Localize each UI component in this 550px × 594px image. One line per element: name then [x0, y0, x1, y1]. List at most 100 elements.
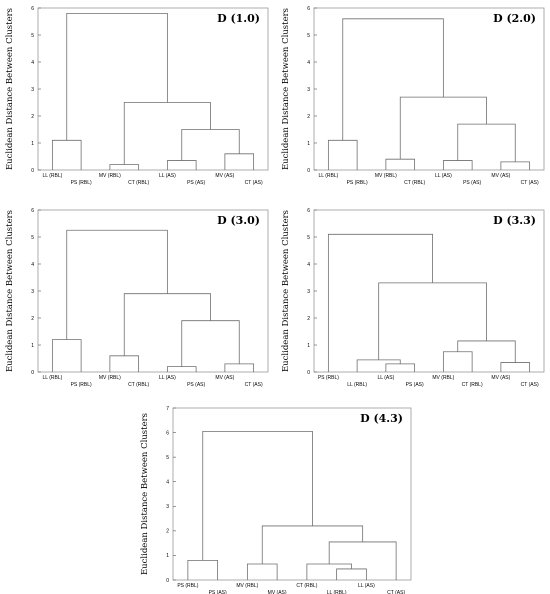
leaf-label: PS (AS) — [463, 180, 481, 186]
leaf-label: PS (AS) — [209, 590, 227, 594]
dendrogram-svg: D (3.3) Euclidean Distance Between Cluste… — [281, 208, 545, 388]
leaf-label: LL (RBL) — [347, 382, 367, 388]
y-tick-label: 1 — [307, 343, 310, 349]
leaf-label: CT (AS) — [245, 180, 263, 186]
dendrogram-link — [327, 139, 358, 170]
chart-title: D (4.3) — [360, 412, 403, 425]
dendrogram-link — [378, 282, 487, 360]
leaf-label: MV (AS) — [491, 375, 510, 381]
y-axis-label: Euclidean Distance Between Clusters — [140, 413, 150, 575]
leaf-label: MV (AS) — [215, 375, 234, 381]
leaf-label: MV (RBL) — [375, 173, 397, 179]
plot-frame — [172, 407, 412, 581]
dendrogram-link — [342, 18, 444, 141]
dendrogram-link — [187, 559, 219, 580]
leaf-label: CT (AS) — [521, 382, 539, 388]
y-tick-label: 4 — [31, 60, 34, 66]
leaf-label: CT (AS) — [387, 590, 405, 594]
y-tick-label: 5 — [166, 455, 169, 461]
y-tick-label: 2 — [307, 114, 310, 120]
dendrogram-link — [356, 359, 401, 372]
y-tick-label: 6 — [307, 6, 310, 12]
y-axis-label: Euclidean Distance Between Clusters — [5, 8, 15, 170]
leaf-label: PS (RBL) — [177, 583, 198, 589]
leaf-label: LL (RBL) — [318, 173, 338, 179]
leaf-label: LL (AS) — [159, 375, 176, 381]
dendrogram-link — [500, 362, 531, 372]
dendrogram-panel-d-3-3: D (3.3) Euclidean Distance Between Cluste… — [276, 198, 550, 392]
dendrogram-svg: D (4.3) Euclidean Distance Between Cluste… — [140, 406, 412, 594]
dendrogram-link — [500, 161, 531, 170]
dendrogram-link — [442, 160, 473, 170]
y-axis-label: Euclidean Distance Between Clusters — [281, 210, 291, 372]
dendrogram-link — [224, 363, 255, 372]
y-tick-label: 6 — [31, 208, 34, 214]
dendrogram-link — [442, 351, 473, 372]
dendrogram-svg: D (1.0) Euclidean Distance Between Cluste… — [5, 6, 269, 186]
y-tick-label: 0 — [31, 370, 34, 376]
leaf-label: LL (AS) — [435, 173, 452, 179]
leaf-label: PS (AS) — [187, 180, 205, 186]
leaf-label: CT (RBL) — [462, 382, 483, 388]
y-tick-label: 0 — [166, 578, 169, 584]
y-tick-label: 1 — [31, 343, 34, 349]
dendrogram-link — [399, 96, 487, 160]
dendrogram-link — [385, 363, 416, 372]
chart-title: D (2.0) — [493, 12, 536, 25]
dendrogram-panel-d-4-3: D (4.3) Euclidean Distance Between Cluste… — [135, 398, 417, 594]
y-tick-label: 4 — [166, 480, 169, 486]
dendrogram-link — [166, 160, 197, 170]
y-tick-label: 3 — [166, 504, 169, 510]
dendrogram-link — [51, 139, 82, 170]
dendrogram-link — [457, 123, 516, 162]
dendrogram-link — [202, 430, 313, 561]
y-tick-label: 5 — [307, 235, 310, 241]
leaf-label: MV (RBL) — [99, 173, 121, 179]
y-tick-label: 6 — [166, 430, 169, 436]
y-tick-label: 3 — [307, 87, 310, 93]
dendrogram-link — [385, 158, 416, 170]
leaf-label: CT (RBL) — [128, 382, 149, 388]
y-tick-label: 0 — [307, 370, 310, 376]
dendrogram-panel-d-2-0: D (2.0) Euclidean Distance Between Cluste… — [276, 0, 550, 194]
y-tick-label: 2 — [31, 316, 34, 322]
y-tick-label: 0 — [307, 168, 310, 174]
y-tick-label: 7 — [166, 406, 169, 412]
leaf-label: MV (AS) — [268, 590, 287, 594]
dendrogram-link — [306, 563, 352, 580]
leaf-label: CT (RBL) — [404, 180, 425, 186]
dendrogram-svg: D (2.0) Euclidean Distance Between Cluste… — [281, 6, 545, 186]
dendrogram-panel-d-3-0: D (3.0) Euclidean Distance Between Cluste… — [0, 198, 274, 392]
dendrogram-link — [109, 355, 140, 372]
dendrogram-link — [66, 13, 168, 141]
leaf-label: LL (AS) — [159, 173, 176, 179]
leaf-label: PS (AS) — [187, 382, 205, 388]
leaf-label: CT (AS) — [245, 382, 263, 388]
chart-title: D (1.0) — [217, 12, 260, 25]
leaf-label: MV (AS) — [215, 173, 234, 179]
leaf-label: LL (AS) — [377, 375, 394, 381]
leaf-label: MV (RBL) — [99, 375, 121, 381]
y-tick-label: 4 — [31, 262, 34, 268]
dendrogram-link — [261, 525, 364, 565]
y-tick-label: 4 — [307, 262, 310, 268]
plot-frame — [37, 209, 269, 373]
dendrogram-link — [109, 164, 140, 170]
y-tick-label: 6 — [31, 6, 34, 12]
dendrogram-link — [181, 320, 240, 367]
dendrogram-link — [224, 153, 255, 170]
leaf-label: MV (RBL) — [236, 583, 258, 589]
y-tick-label: 1 — [307, 141, 310, 147]
dendrogram-svg: D (3.0) Euclidean Distance Between Cluste… — [5, 208, 269, 388]
leaf-label: PS (RBL) — [318, 375, 339, 381]
dendrogram-link — [166, 366, 197, 372]
leaf-label: PS (RBL) — [71, 180, 92, 186]
leaf-label: LL (RBL) — [42, 173, 62, 179]
leaf-label: PS (RBL) — [347, 180, 368, 186]
dendrogram-link — [336, 568, 367, 580]
leaf-label: MV (RBL) — [432, 375, 454, 381]
dendrogram-link — [327, 233, 433, 372]
dendrogram-link — [51, 339, 82, 372]
y-tick-label: 0 — [31, 168, 34, 174]
y-tick-label: 3 — [307, 289, 310, 295]
